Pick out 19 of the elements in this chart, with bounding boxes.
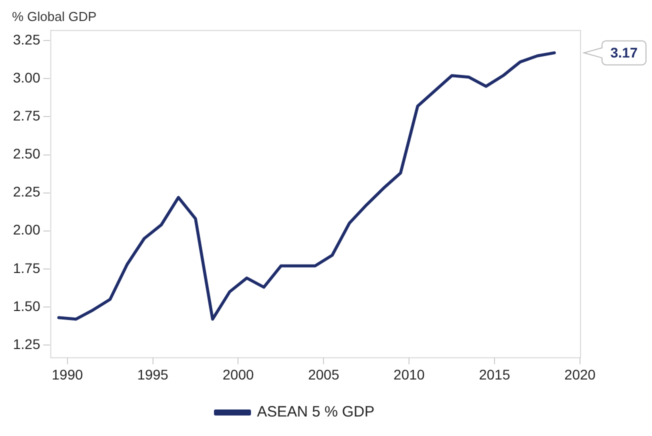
text: 3.17 (610, 44, 638, 61)
y-tick-label: 1.25 (13, 336, 40, 352)
legend-label: ASEAN 5 % GDP (256, 404, 375, 421)
x-tick-label: 2015 (478, 366, 510, 382)
x-tick-label: 2020 (564, 366, 596, 382)
x-tick-label: 1990 (52, 366, 84, 382)
x-tick-label: 1995 (137, 366, 169, 382)
x-tick-label: 2005 (308, 366, 340, 382)
y-tick-label: 1.50 (13, 298, 40, 314)
y-tick-label: 2.25 (13, 184, 40, 200)
x-tick-label: 2010 (394, 366, 425, 382)
y-tick-label: 2.75 (13, 108, 40, 124)
y-tick-label: 3.25 (13, 32, 40, 48)
y-tick-label: 1.75 (13, 260, 40, 276)
y-tick-label: 2.00 (13, 222, 40, 238)
x-tick-label: 2000 (222, 366, 254, 382)
y-tick-label: 3.00 (13, 70, 40, 86)
y-tick-label: 2.50 (13, 146, 40, 162)
y-axis-title: % Global GDP (12, 9, 97, 24)
